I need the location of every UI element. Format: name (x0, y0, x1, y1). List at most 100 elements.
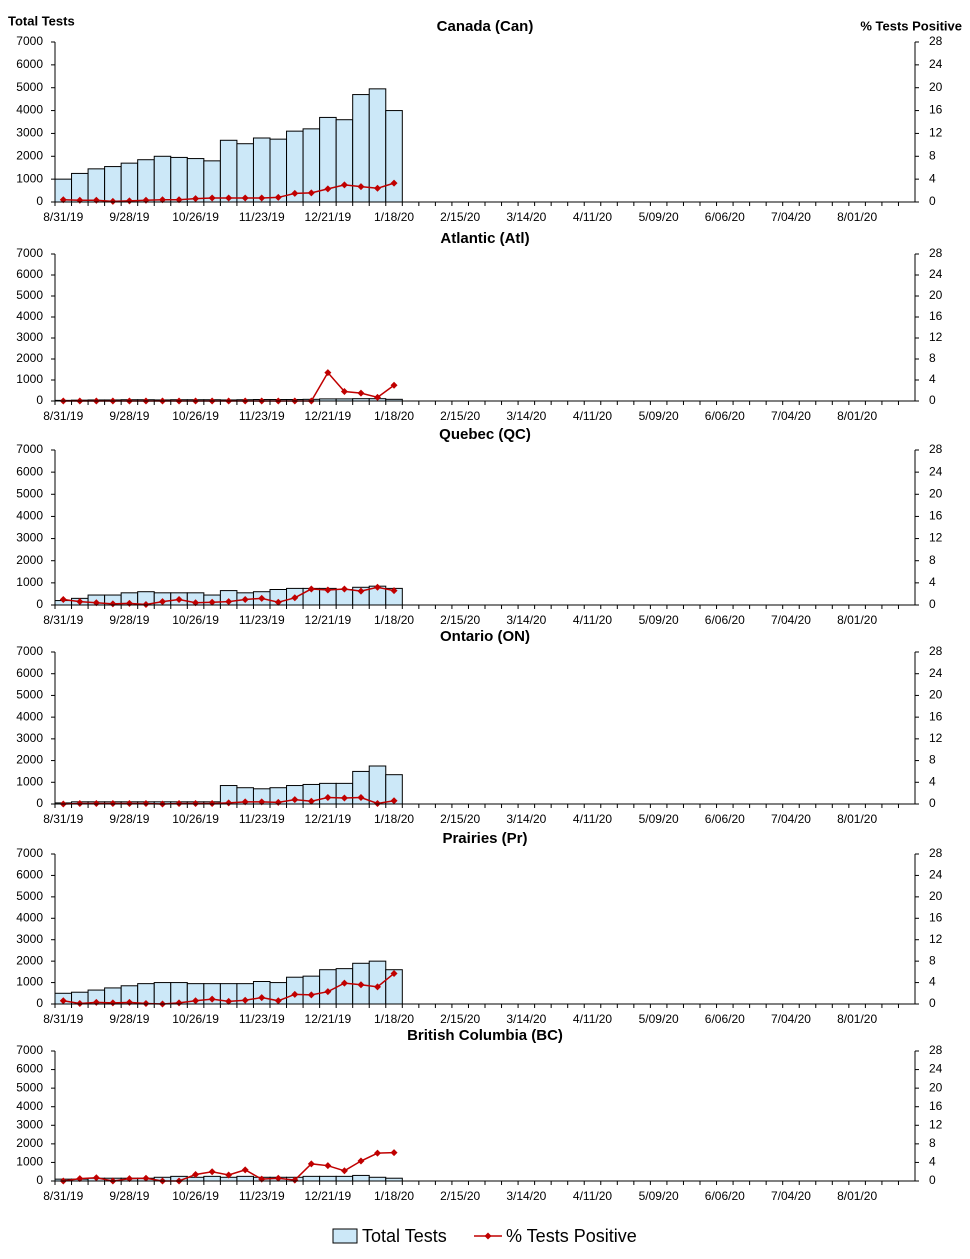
y2-tick-label: 20 (929, 80, 943, 94)
y-tick-label: 3000 (16, 731, 43, 745)
y2-tick-label: 28 (929, 34, 943, 48)
x-tick-label: 7/04/20 (771, 1189, 811, 1203)
y-tick-label: 4000 (16, 309, 43, 323)
bar (120, 162, 139, 203)
y-tick-label: 6000 (16, 267, 43, 281)
point (109, 799, 117, 807)
y2-tick-label: 28 (929, 644, 943, 658)
x-tick-label: 10/26/19 (172, 1189, 219, 1203)
point (291, 189, 299, 197)
x-tick-label: 5/09/20 (639, 210, 679, 224)
y-axis-label: Total Tests (8, 13, 75, 28)
chart-title: Canada (Can) (437, 18, 534, 35)
point (241, 595, 249, 603)
y-tick-label: 5000 (16, 1080, 43, 1094)
y-tick-label: 2000 (16, 351, 43, 365)
point (258, 194, 266, 202)
point (241, 194, 249, 202)
x-tick-label: 6/06/20 (705, 409, 745, 423)
point (307, 189, 315, 197)
bar (352, 1174, 370, 1182)
x-tick-label: 8/01/20 (837, 1012, 877, 1026)
x-tick-label: 2/15/20 (440, 409, 480, 423)
y2-tick-label: 0 (929, 996, 936, 1010)
point (274, 997, 282, 1005)
bar (236, 1175, 254, 1182)
bar (385, 110, 403, 203)
x-tick-label: 8/31/19 (43, 409, 83, 423)
y2-tick-label: 4 (929, 1155, 936, 1169)
bar (104, 166, 122, 203)
x-tick-label: 11/23/19 (239, 812, 285, 826)
y-tick-label: 3000 (16, 531, 43, 545)
x-tick-label: 12/21/19 (305, 613, 352, 627)
y-tick-label: 5000 (16, 688, 43, 702)
y2-tick-label: 12 (929, 932, 943, 946)
y2-tick-label: 16 (929, 103, 943, 117)
x-tick-label: 11/23/19 (239, 409, 285, 423)
y2-tick-label: 4 (929, 575, 936, 589)
y2-tick-label: 4 (929, 372, 936, 386)
point (324, 793, 332, 801)
x-tick-label: 5/09/20 (639, 1012, 679, 1026)
y2-tick-label: 16 (929, 1099, 943, 1113)
y-tick-label: 6000 (16, 868, 43, 882)
x-tick-label: 1/18/20 (374, 409, 414, 423)
point (258, 994, 266, 1002)
y2-tick-label: 4 (929, 975, 936, 989)
point (109, 999, 117, 1007)
y2-tick-label: 0 (929, 194, 936, 208)
y-tick-label: 2000 (16, 953, 43, 967)
x-tick-label: 8/01/20 (837, 409, 877, 423)
point (175, 196, 183, 204)
point (142, 1174, 150, 1182)
x-tick-label: 10/26/19 (172, 409, 219, 423)
y-tick-label: 7000 (16, 644, 43, 658)
point (340, 794, 348, 802)
y2-tick-label: 12 (929, 1117, 943, 1131)
point (159, 598, 166, 606)
point (76, 1175, 84, 1183)
y-tick-label: 1000 (16, 774, 43, 788)
x-tick-label: 2/15/20 (440, 1012, 480, 1026)
x-tick-label: 3/14/20 (506, 409, 546, 423)
x-tick-label: 11/23/19 (239, 1012, 285, 1026)
x-tick-label: 4/11/20 (573, 1012, 612, 1026)
point (59, 997, 67, 1005)
y-tick-label: 3000 (16, 932, 43, 946)
chart-title: Atlantic (Atl) (440, 230, 529, 247)
x-tick-label: 4/11/20 (573, 1189, 612, 1203)
point (340, 181, 348, 189)
y-tick-label: 4000 (16, 509, 43, 523)
point (291, 796, 299, 804)
x-tick-label: 4/11/20 (573, 409, 612, 423)
y2-tick-label: 24 (929, 57, 943, 71)
chart-title: British Columbia (BC) (407, 1027, 563, 1044)
legend-label: Total Tests (362, 1226, 447, 1246)
point (258, 1175, 266, 1183)
y2-tick-label: 20 (929, 889, 943, 903)
point (357, 981, 365, 989)
point (390, 179, 398, 187)
bar (302, 975, 321, 1005)
y-tick-label: 0 (36, 996, 43, 1010)
y2-tick-label: 0 (929, 1173, 936, 1187)
point (324, 369, 332, 377)
y-tick-label: 5000 (16, 486, 43, 500)
bar (269, 138, 288, 203)
point (307, 585, 315, 593)
point (241, 1166, 249, 1174)
y-tick-label: 2000 (16, 753, 43, 767)
bar (368, 1176, 387, 1182)
x-tick-label: 10/26/19 (172, 613, 219, 627)
legend-label: % Tests Positive (506, 1226, 637, 1246)
bar (302, 1175, 321, 1182)
y2-axis-label: % Tests Positive (860, 18, 962, 33)
point (274, 1174, 282, 1182)
bar (236, 143, 254, 203)
y-tick-label: 1000 (16, 1155, 43, 1169)
y-tick-label: 1000 (16, 575, 43, 589)
point (109, 197, 117, 205)
point (357, 1157, 365, 1165)
